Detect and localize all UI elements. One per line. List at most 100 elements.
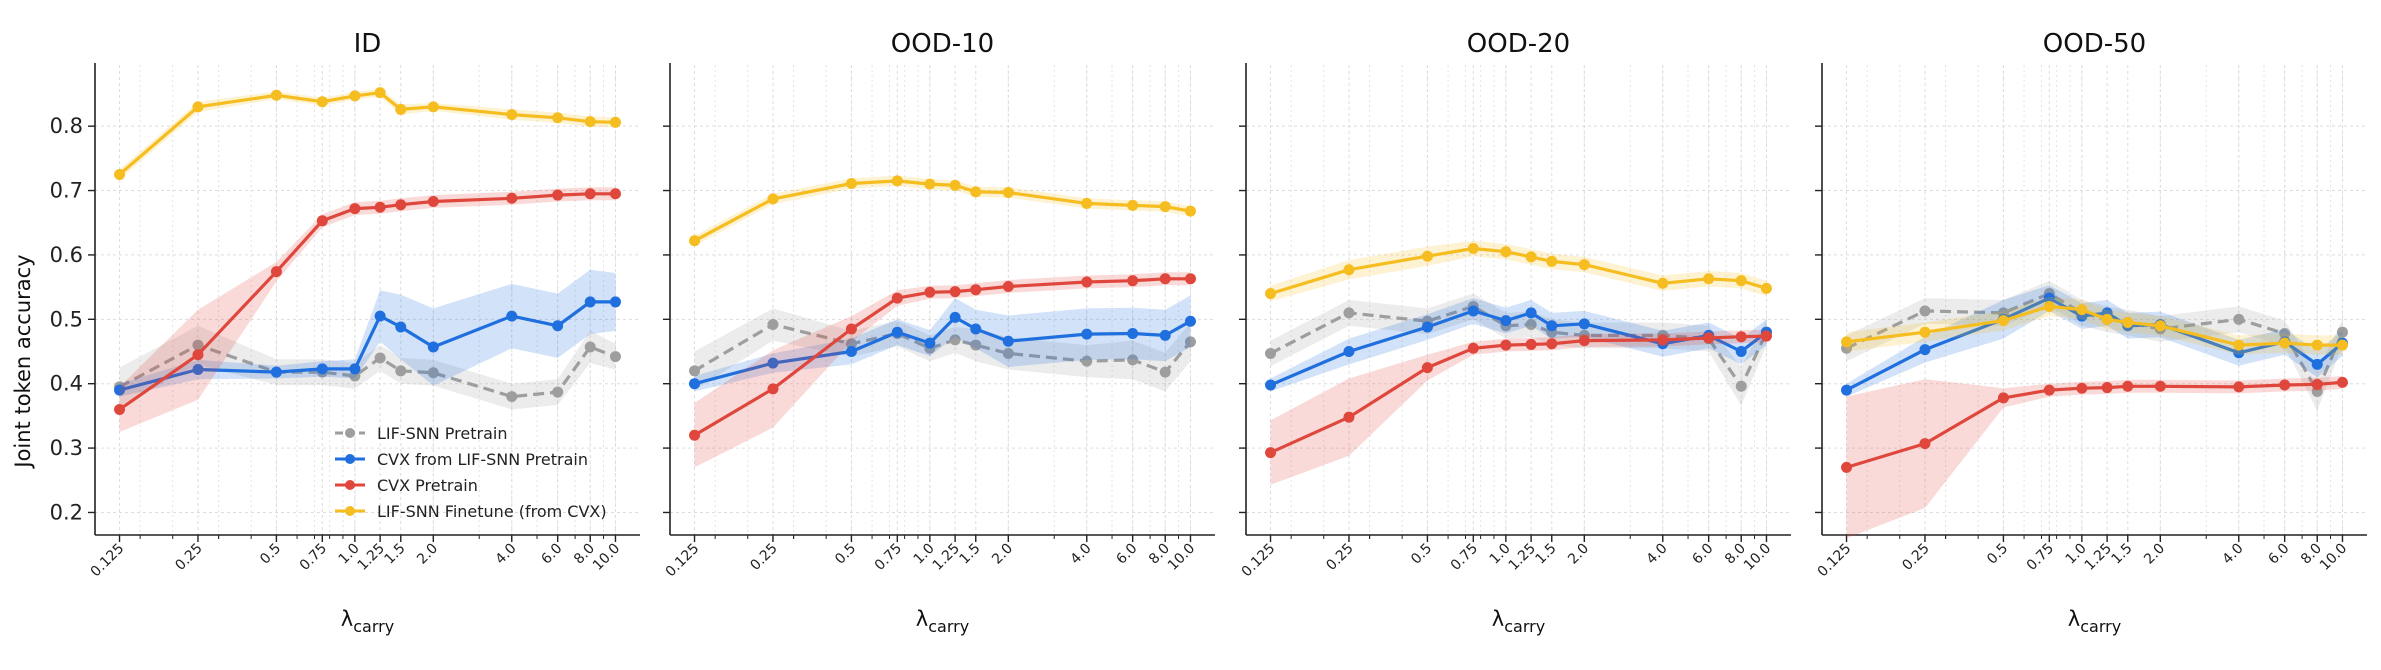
data-point bbox=[1525, 338, 1537, 350]
data-point bbox=[2311, 378, 2323, 390]
data-point bbox=[316, 215, 328, 227]
data-point bbox=[1002, 186, 1014, 198]
x-axis-label: λcarry bbox=[341, 607, 394, 636]
data-point bbox=[1657, 334, 1669, 346]
legend-item-lif-snn-pretrain: LIF-SNN Pretrain bbox=[335, 424, 507, 443]
legend: LIF-SNN Pretrain CVX from LIF-SNN Pretrai… bbox=[335, 424, 607, 521]
data-point bbox=[2311, 358, 2323, 370]
data-point bbox=[2279, 337, 2291, 349]
y-tick-label: 0.2 bbox=[50, 500, 83, 524]
data-point bbox=[374, 352, 386, 364]
data-point bbox=[270, 266, 282, 278]
series-line bbox=[119, 300, 616, 392]
data-point bbox=[970, 186, 982, 198]
data-point bbox=[1500, 246, 1512, 258]
data-point bbox=[1159, 273, 1171, 285]
data-point bbox=[1343, 411, 1355, 423]
data-point bbox=[1127, 275, 1139, 287]
x-axis-label: λcarry bbox=[1492, 607, 1545, 636]
data-point bbox=[584, 296, 596, 308]
data-point bbox=[552, 189, 564, 201]
data-point bbox=[924, 337, 936, 349]
confidence-band bbox=[694, 272, 1191, 468]
data-point bbox=[2076, 382, 2088, 394]
data-point bbox=[891, 175, 903, 187]
data-point bbox=[689, 378, 701, 390]
data-point bbox=[1421, 362, 1433, 374]
grid bbox=[1822, 65, 2367, 535]
x-axis-label-main: λ bbox=[1492, 607, 1504, 631]
data-point bbox=[1002, 280, 1014, 292]
data-point bbox=[1184, 205, 1196, 217]
data-point bbox=[1002, 347, 1014, 359]
x-axis-label-subscript: carry bbox=[928, 617, 969, 636]
data-point bbox=[609, 188, 621, 200]
confidence-band bbox=[1270, 329, 1767, 485]
legend-swatch-marker bbox=[345, 506, 355, 516]
data-point bbox=[1997, 392, 2009, 404]
data-point bbox=[1343, 346, 1355, 358]
legend-item-cvx-from-lif-snn-pretrain: CVX from LIF-SNN Pretrain bbox=[335, 450, 588, 469]
series-lif-snn-finetune-from-cvx bbox=[1841, 296, 2348, 355]
data-point bbox=[1467, 305, 1479, 317]
data-point bbox=[845, 338, 857, 350]
data-point bbox=[2279, 379, 2291, 391]
data-point bbox=[970, 339, 982, 351]
grid bbox=[1246, 65, 1791, 535]
data-point bbox=[427, 341, 439, 353]
data-point bbox=[1265, 447, 1277, 459]
data-point bbox=[2154, 380, 2166, 392]
series-cvx-pretrain bbox=[1841, 376, 2348, 539]
data-point bbox=[1760, 330, 1772, 342]
data-point bbox=[427, 367, 439, 379]
confidence-band bbox=[119, 269, 616, 397]
data-point bbox=[1081, 197, 1093, 209]
data-point bbox=[2122, 317, 2134, 329]
data-point bbox=[2043, 292, 2055, 304]
panel-ood-10: 0.125 0.25 0.5 0.75 1.01.251.5 2.0 4.0 6.0 8.010… bbox=[663, 29, 1215, 636]
data-point bbox=[552, 320, 564, 332]
data-point bbox=[1265, 379, 1277, 391]
series-lif-snn-finetune-from-cvx bbox=[689, 175, 1196, 247]
series-line bbox=[118, 343, 617, 399]
panel-title: ID bbox=[354, 29, 382, 59]
data-point bbox=[1127, 199, 1139, 211]
data-point bbox=[114, 403, 126, 415]
data-point bbox=[2336, 339, 2348, 351]
data-point bbox=[192, 364, 204, 376]
data-point bbox=[891, 292, 903, 304]
x-axis-label-main: λ bbox=[2068, 607, 2080, 631]
data-point bbox=[1421, 321, 1433, 333]
data-point bbox=[767, 193, 779, 205]
y-tick-label: 0.8 bbox=[50, 114, 83, 138]
data-point bbox=[1184, 315, 1196, 327]
data-point bbox=[2154, 320, 2166, 332]
confidence-band bbox=[694, 295, 1191, 392]
x-axis-label-subscript: carry bbox=[2080, 617, 2121, 636]
data-point bbox=[349, 203, 361, 215]
panel-id: 0.20.30.40.50.60.70.80.125 0.25 0.5 0.75 1.0… bbox=[50, 29, 640, 636]
data-point bbox=[845, 346, 857, 358]
data-point bbox=[609, 116, 621, 128]
data-point bbox=[1841, 461, 1853, 473]
data-point bbox=[114, 168, 126, 180]
data-point bbox=[924, 286, 936, 298]
data-point bbox=[316, 96, 328, 108]
data-point bbox=[970, 323, 982, 335]
panel-title: OOD-50 bbox=[2043, 29, 2146, 59]
data-point bbox=[891, 326, 903, 338]
x-axis-label: λcarry bbox=[2068, 607, 2121, 636]
data-point bbox=[1467, 342, 1479, 354]
data-point bbox=[689, 429, 701, 441]
legend-label: CVX Pretrain bbox=[377, 476, 478, 495]
data-point bbox=[845, 177, 857, 189]
data-point bbox=[395, 103, 407, 115]
data-point bbox=[584, 188, 596, 200]
legend-label: LIF-SNN Finetune (from CVX) bbox=[377, 502, 607, 521]
data-point bbox=[1919, 344, 1931, 356]
confidence-band bbox=[694, 175, 1191, 246]
data-point bbox=[767, 318, 779, 330]
data-point bbox=[1703, 273, 1715, 285]
data-point bbox=[552, 112, 564, 124]
data-point bbox=[349, 90, 361, 102]
